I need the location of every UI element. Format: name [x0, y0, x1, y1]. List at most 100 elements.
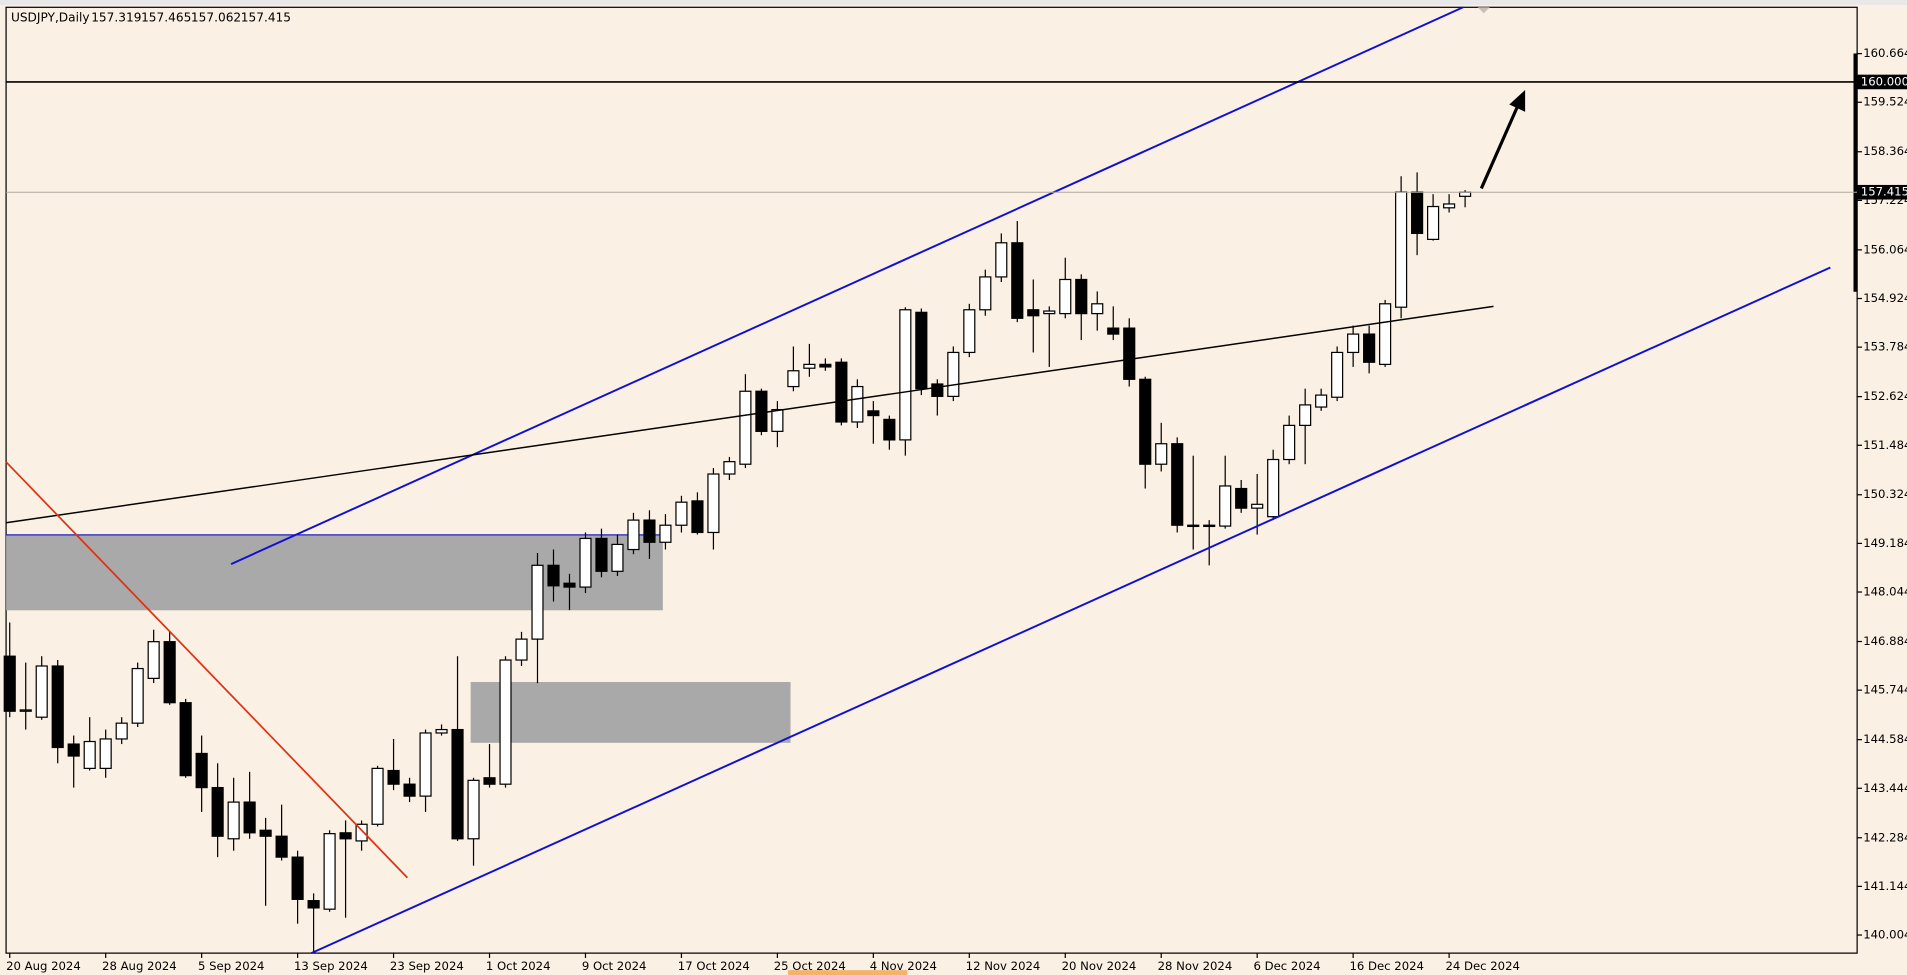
candle-body	[835, 361, 848, 423]
candle-body	[1187, 524, 1200, 528]
x-tick-label: 5 Sep 2024	[198, 959, 264, 973]
x-tick-label: 28 Nov 2024	[1158, 959, 1233, 973]
candle-body	[435, 728, 448, 734]
candle-body	[1459, 191, 1472, 197]
symbol-title: USDJPY,Daily	[11, 11, 90, 25]
candle-body	[339, 832, 352, 840]
candle-body	[963, 309, 976, 354]
y-tick-label: 142.284	[1863, 830, 1907, 844]
candle-body	[707, 473, 720, 534]
candle-body	[1075, 278, 1088, 315]
x-tick-label: 6 Dec 2024	[1254, 959, 1321, 973]
x-tick-label: 24 Dec 2024	[1445, 959, 1519, 973]
y-tick-label: 154.924	[1863, 291, 1907, 305]
plot-frame	[5, 6, 1858, 954]
candle-body	[979, 276, 992, 311]
candle-body	[995, 242, 1008, 278]
header-low: 157.062	[191, 11, 241, 25]
candle-body	[1203, 524, 1216, 528]
candle-body	[1171, 443, 1184, 526]
y-tick-label: 149.184	[1863, 536, 1907, 550]
candle-body	[227, 801, 240, 840]
candle-body	[1299, 404, 1312, 426]
candle-body	[355, 823, 368, 842]
candles	[3, 172, 1472, 953]
header-open: 157.319	[91, 11, 141, 25]
candle-body	[803, 363, 816, 369]
candle-body	[1411, 191, 1424, 235]
y-tick-label: 141.144	[1863, 879, 1907, 893]
candle-body	[371, 767, 384, 825]
candle-body	[931, 383, 944, 397]
candle-body	[883, 418, 896, 441]
y-tick-label: 158.364	[1863, 144, 1907, 158]
candle-body	[115, 722, 128, 740]
y-tick-label: 160.664	[1863, 46, 1907, 60]
x-tick-label: 1 Oct 2024	[486, 959, 551, 973]
candle-body	[579, 537, 592, 588]
x-tick-label: 20 Nov 2024	[1062, 959, 1137, 973]
candle-body	[259, 829, 272, 837]
candle-body	[1363, 333, 1376, 363]
candle-body	[323, 833, 336, 910]
y-tick-label: 159.524	[1863, 95, 1907, 109]
trend-line	[5, 305, 1494, 524]
candle-body	[307, 900, 320, 909]
candle-body	[51, 665, 64, 749]
candle-body	[755, 390, 768, 432]
x-tick-label: 28 Aug 2024	[102, 959, 177, 973]
y-tick-label: 148.044	[1863, 585, 1907, 599]
x-tick-label: 9 Oct 2024	[582, 959, 647, 973]
window-edge	[0, 0, 1907, 5]
channel-lower	[310, 266, 1831, 955]
candle-body	[947, 351, 960, 397]
candle-body	[1219, 485, 1232, 527]
candle-body	[1443, 203, 1456, 209]
y-tick-label: 153.784	[1863, 340, 1907, 354]
candle-body	[675, 501, 688, 526]
candle-body	[1139, 378, 1152, 465]
candle-body	[515, 638, 528, 661]
candle-body	[1427, 205, 1440, 240]
x-tick-label: 12 Nov 2024	[966, 959, 1041, 973]
candle-body	[851, 385, 864, 423]
scale-marker	[1853, 53, 1858, 292]
candle-body	[563, 582, 576, 588]
candle-body	[211, 786, 224, 837]
downtrend-line	[5, 461, 409, 879]
scroll-marker[interactable]	[788, 970, 908, 975]
candle-body	[1251, 503, 1264, 509]
level-label: 160.000	[1861, 74, 1907, 88]
y-tick-label: 140.004	[1863, 928, 1907, 942]
y-tick-label: 152.624	[1863, 389, 1907, 403]
candle-body	[1283, 424, 1296, 461]
x-tick-label: 25 Oct 2024	[774, 959, 846, 973]
candle-body	[1331, 351, 1344, 398]
header-high: 157.465	[141, 11, 191, 25]
candle-body	[1315, 394, 1328, 408]
candle-body	[1347, 333, 1360, 354]
candle-body	[1043, 310, 1056, 315]
candle-body	[1379, 303, 1392, 365]
price-label: 157.415	[1861, 185, 1907, 199]
y-tick-label: 151.484	[1863, 438, 1907, 452]
candle-body	[499, 659, 512, 785]
candle-body	[867, 410, 880, 417]
candle-body	[19, 709, 32, 712]
candle-body	[531, 564, 544, 640]
candle-body	[1059, 278, 1072, 315]
candle-body	[771, 408, 784, 432]
level-label-box	[1857, 74, 1907, 90]
x-tick-label: 20 Aug 2024	[6, 959, 81, 973]
x-tick-label: 23 Sep 2024	[390, 959, 464, 973]
price-label-box	[1857, 184, 1907, 200]
candle-body	[451, 728, 464, 840]
y-tick-label: 143.444	[1863, 781, 1907, 795]
candle-body	[1267, 458, 1280, 518]
candle-body	[659, 524, 672, 543]
y-tick-label: 146.884	[1863, 634, 1907, 648]
candle-body	[547, 564, 560, 587]
candle-body	[691, 500, 704, 534]
candle-body	[1091, 303, 1104, 315]
candle-body	[899, 309, 912, 441]
